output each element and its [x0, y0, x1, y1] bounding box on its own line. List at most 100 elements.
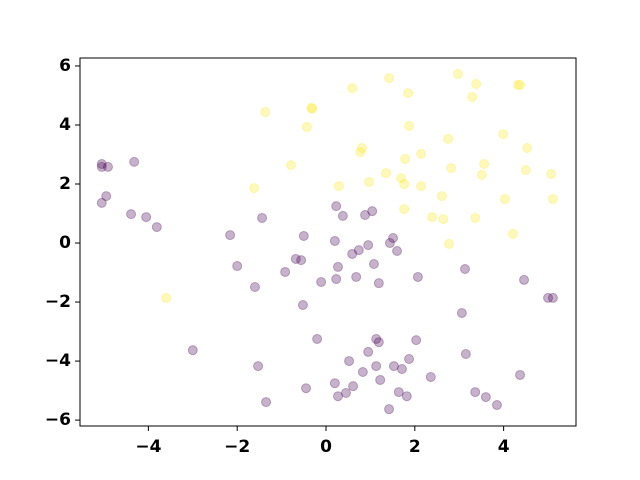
point: [522, 143, 533, 154]
point: [297, 300, 308, 311]
point: [261, 397, 272, 408]
point: [371, 333, 382, 344]
point: [355, 147, 366, 158]
point: [491, 400, 502, 411]
point: [340, 387, 351, 398]
point: [404, 354, 415, 365]
point: [404, 120, 415, 131]
point: [360, 209, 371, 220]
point: [367, 206, 378, 217]
point: [547, 292, 558, 303]
point: [519, 274, 530, 285]
x-tick-label: 2: [409, 437, 421, 457]
x-tick-label: 0: [320, 437, 332, 457]
point: [357, 366, 368, 377]
point: [329, 378, 340, 389]
y-tick-label: −2: [45, 292, 71, 312]
point: [375, 374, 386, 385]
point: [257, 212, 268, 223]
point: [249, 282, 260, 293]
point: [312, 333, 323, 344]
point: [471, 78, 482, 89]
point: [467, 91, 478, 102]
y-tick-label: 6: [59, 56, 71, 76]
point: [332, 391, 343, 402]
point: [547, 194, 558, 205]
point: [470, 387, 481, 398]
point: [329, 235, 340, 246]
point: [307, 103, 318, 114]
point: [436, 191, 447, 202]
point: [151, 222, 162, 233]
point: [301, 383, 312, 394]
point: [515, 79, 526, 90]
point: [249, 183, 260, 194]
point: [476, 169, 487, 180]
x-tick-label: 4: [498, 437, 510, 457]
point: [225, 230, 236, 241]
point: [253, 361, 264, 372]
point: [456, 307, 467, 318]
point: [96, 197, 107, 208]
point: [356, 143, 367, 154]
point: [384, 404, 395, 415]
plot-area: [79, 57, 577, 427]
point: [396, 364, 407, 375]
point: [187, 345, 198, 356]
point: [290, 253, 301, 264]
point: [498, 129, 509, 140]
point: [396, 173, 407, 184]
point: [546, 168, 557, 179]
point: [399, 204, 410, 215]
point: [316, 276, 327, 287]
point: [392, 246, 403, 257]
point: [129, 156, 140, 167]
point: [347, 83, 358, 94]
point: [459, 264, 470, 275]
point: [260, 107, 271, 118]
point: [351, 271, 362, 282]
point: [384, 73, 395, 84]
x-tick-label: −4: [135, 437, 161, 457]
point: [480, 392, 491, 403]
point: [446, 163, 457, 174]
point: [452, 68, 463, 79]
point: [438, 214, 449, 225]
point: [296, 255, 307, 266]
point: [388, 233, 399, 244]
point: [363, 346, 374, 357]
point: [285, 160, 296, 171]
point: [384, 238, 395, 249]
point: [348, 381, 359, 392]
point: [400, 153, 411, 164]
point: [543, 292, 554, 303]
point: [364, 176, 375, 187]
y-tick-label: 2: [59, 174, 71, 194]
point: [280, 266, 291, 277]
point: [373, 278, 384, 289]
point: [331, 201, 342, 212]
point: [393, 387, 404, 398]
point: [306, 102, 317, 113]
y-tick-label: −6: [45, 410, 71, 430]
point: [388, 361, 399, 372]
point: [332, 261, 343, 272]
point: [515, 369, 526, 380]
point: [507, 228, 518, 239]
point: [443, 133, 454, 144]
point: [411, 335, 422, 346]
point: [425, 372, 436, 383]
point: [479, 158, 490, 169]
point: [520, 165, 531, 176]
point: [331, 274, 342, 285]
point: [141, 212, 152, 223]
point: [353, 245, 364, 256]
point: [96, 158, 107, 169]
point: [368, 258, 379, 269]
x-tick-label: −2: [224, 437, 250, 457]
point: [512, 79, 523, 90]
point: [403, 88, 414, 99]
point: [298, 230, 309, 241]
point: [444, 238, 455, 249]
